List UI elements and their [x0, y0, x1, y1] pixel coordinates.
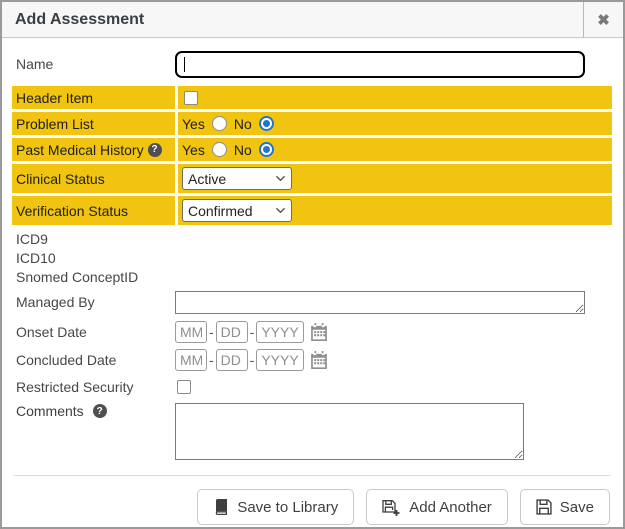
- dialog-title: Add Assessment: [15, 10, 145, 28]
- icd10-label: ICD10: [16, 250, 56, 266]
- header-item-label: Header Item: [12, 86, 175, 109]
- question-circle-icon[interactable]: ?: [92, 404, 107, 418]
- save-icon: [536, 499, 552, 515]
- footer-divider: [14, 475, 611, 476]
- question-circle-icon[interactable]: ?: [147, 142, 162, 157]
- date-separator: -: [209, 324, 214, 340]
- verification-status-label: Verification Status: [12, 196, 175, 225]
- save-plus-icon: [382, 499, 401, 516]
- name-input-wrap: [175, 50, 585, 78]
- past-medical-history-label: Past Medical History: [16, 141, 144, 158]
- footer: Save to Library Add Another Save: [12, 476, 613, 525]
- problem-list-yes-label: Yes: [182, 115, 205, 132]
- comments-row: Comments ?: [12, 403, 613, 460]
- snomed-conceptid-label: Snomed ConceptID: [16, 269, 139, 285]
- pmh-yes-radio[interactable]: [211, 142, 227, 157]
- managed-by-label: Managed By: [16, 293, 95, 310]
- header-item-row: Header Item: [12, 86, 613, 109]
- past-medical-history-row: Past Medical History ? Yes No: [12, 138, 613, 161]
- clinical-status-label: Clinical Status: [12, 164, 175, 193]
- concluded-date-label: Concluded Date: [16, 351, 117, 368]
- onset-date-yyyy-input[interactable]: [256, 321, 305, 343]
- save-button[interactable]: Save: [519, 489, 610, 525]
- concluded-date-mm-input[interactable]: [175, 349, 207, 371]
- dialog-body: Name Header Item Problem List Yes No: [2, 38, 623, 527]
- save-to-library-button[interactable]: Save to Library: [197, 489, 355, 525]
- calendar-icon[interactable]: [310, 351, 328, 369]
- comments-label: Comments: [16, 403, 84, 419]
- problem-list-no-radio[interactable]: [258, 116, 274, 131]
- name-row: Name: [12, 49, 613, 79]
- pmh-no-radio[interactable]: [258, 142, 274, 157]
- clinical-status-row: Clinical Status Active: [12, 164, 613, 193]
- close-icon: ✖: [597, 11, 610, 29]
- concluded-date-dd-input[interactable]: [215, 349, 248, 371]
- problem-list-yes-radio[interactable]: [211, 116, 227, 131]
- verification-status-select[interactable]: Confirmed: [182, 199, 292, 222]
- date-separator: -: [249, 324, 255, 340]
- verification-status-row: Verification Status Confirmed: [12, 196, 613, 225]
- close-button[interactable]: ✖: [583, 1, 623, 38]
- managed-by-input[interactable]: [175, 290, 585, 314]
- onset-date-dd-input[interactable]: [215, 321, 248, 343]
- pmh-yes-label: Yes: [182, 141, 205, 158]
- icd9-label: ICD9: [16, 231, 48, 247]
- onset-date-mm-input[interactable]: [175, 321, 207, 343]
- problem-list-no-label: No: [233, 115, 252, 132]
- concluded-date-yyyy-input[interactable]: [256, 349, 305, 371]
- book-icon: [213, 499, 229, 515]
- pmh-no-label: No: [233, 141, 252, 158]
- text-cursor: [184, 56, 185, 72]
- name-input[interactable]: [175, 50, 585, 78]
- comments-textarea[interactable]: [175, 403, 524, 460]
- date-separator: -: [209, 352, 214, 368]
- problem-list-row: Problem List Yes No: [12, 112, 613, 135]
- problem-list-label: Problem List: [12, 112, 175, 135]
- dialog-header: Add Assessment ✖: [2, 1, 623, 38]
- onset-date-row: Onset Date - -: [12, 320, 613, 344]
- managed-by-row: Managed By: [12, 290, 613, 314]
- calendar-icon[interactable]: [310, 323, 328, 341]
- clinical-status-select[interactable]: Active: [182, 167, 292, 190]
- header-item-checkbox[interactable]: [184, 90, 198, 105]
- onset-date-label: Onset Date: [16, 323, 87, 340]
- concluded-date-row: Concluded Date - -: [12, 348, 613, 372]
- restricted-security-checkbox[interactable]: [177, 380, 191, 394]
- add-another-button[interactable]: Add Another: [366, 489, 508, 525]
- name-label: Name: [16, 55, 54, 72]
- restricted-security-row: Restricted Security: [12, 377, 613, 397]
- restricted-security-label: Restricted Security: [16, 378, 134, 395]
- date-separator: -: [249, 352, 255, 368]
